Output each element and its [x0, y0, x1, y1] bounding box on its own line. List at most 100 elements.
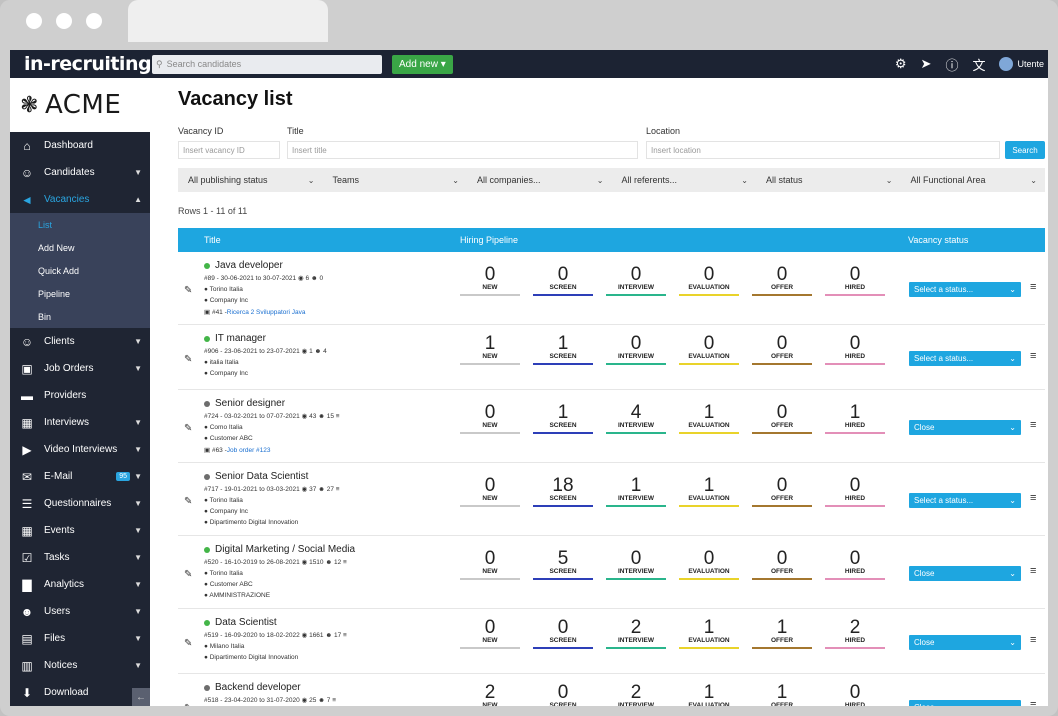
vacancy-title[interactable]: Backend developer — [204, 682, 301, 693]
filter-dropdown[interactable]: All Functional Area ⌄ — [901, 168, 1046, 192]
sidebar-item-dashboard[interactable]: ⌂ Dashboard — [10, 132, 150, 159]
pipeline-stage[interactable]: 0 NEW — [460, 548, 520, 580]
pencil-icon[interactable]: ✎ — [184, 703, 192, 707]
info-icon[interactable]: ⓘ — [945, 57, 959, 73]
translate-icon[interactable]: 文 — [972, 57, 986, 73]
gear-icon[interactable]: ⚙ — [894, 56, 907, 71]
sidebar-item-providers[interactable]: ▬ Providers — [10, 382, 150, 409]
hamburger-menu-icon[interactable]: ≡ — [1030, 633, 1037, 646]
title-input[interactable]: Insert title — [287, 141, 638, 159]
pipeline-stage[interactable]: 0 NEW — [460, 475, 520, 507]
pencil-icon[interactable]: ✎ — [184, 422, 193, 434]
status-select[interactable]: Select a status... ⌄ — [909, 350, 1021, 366]
filter-dropdown[interactable]: All publishing status ⌄ — [178, 168, 323, 192]
window-dot[interactable] — [56, 13, 72, 29]
filter-dropdown[interactable]: All status ⌄ — [756, 168, 901, 192]
pipeline-stage[interactable]: 0 OFFER — [752, 402, 812, 434]
job-order-link[interactable]: ▣ #63 -Job order #123 — [204, 446, 271, 454]
pipeline-stage[interactable]: 0 SCREEN — [533, 617, 593, 649]
collapse-sidebar-icon[interactable]: ← — [132, 688, 150, 706]
pipeline-stage[interactable]: 2 HIRED — [825, 617, 885, 649]
col-title[interactable]: Title — [204, 235, 221, 245]
status-select[interactable]: Close ⌄ — [909, 419, 1021, 435]
pipeline-stage[interactable]: 0 INTERVIEW — [606, 264, 666, 296]
search-button[interactable]: Search — [1005, 141, 1045, 159]
location-input[interactable]: Insert location — [646, 141, 1000, 159]
pipeline-stage[interactable]: 1 OFFER — [752, 682, 812, 706]
sidebar-subitem[interactable]: List — [38, 219, 53, 230]
filter-dropdown[interactable]: All companies... ⌄ — [467, 168, 612, 192]
pipeline-stage[interactable]: 0 NEW — [460, 617, 520, 649]
pipeline-stage[interactable]: 0 HIRED — [825, 475, 885, 507]
vacancy-title[interactable]: Data Scientist — [204, 617, 277, 628]
app-logo[interactable]: in-recruiting — [24, 53, 152, 75]
pipeline-stage[interactable]: 2 INTERVIEW — [606, 617, 666, 649]
sidebar-item-video-interviews[interactable]: ▶ Video Interviews ▼ — [10, 436, 150, 463]
pipeline-stage[interactable]: 1 EVALUATION — [679, 402, 739, 434]
filter-dropdown[interactable]: All referents... ⌄ — [612, 168, 757, 192]
window-dot[interactable] — [26, 13, 42, 29]
vacancy-title[interactable]: IT manager — [204, 333, 266, 344]
sidebar-item-job-orders[interactable]: ▣ Job Orders ▼ — [10, 355, 150, 382]
pipeline-stage[interactable]: 1 SCREEN — [533, 333, 593, 365]
pipeline-stage[interactable]: 18 SCREEN — [533, 475, 593, 507]
hamburger-menu-icon[interactable]: ≡ — [1030, 418, 1037, 431]
pipeline-stage[interactable]: 1 SCREEN — [533, 402, 593, 434]
brand-logo[interactable]: ❃ ACME — [10, 78, 150, 132]
pipeline-stage[interactable]: 0 EVALUATION — [679, 548, 739, 580]
pipeline-stage[interactable]: 2 INTERVIEW — [606, 682, 666, 706]
window-dot[interactable] — [86, 13, 102, 29]
hamburger-menu-icon[interactable]: ≡ — [1030, 491, 1037, 504]
pipeline-stage[interactable]: 4 INTERVIEW — [606, 402, 666, 434]
status-select[interactable]: Close ⌄ — [909, 634, 1021, 650]
sidebar-subitem[interactable]: Quick Add — [38, 265, 80, 276]
sidebar-subitem[interactable]: Bin — [38, 311, 52, 322]
vacancy-title[interactable]: Senior Data Scientist — [204, 471, 308, 482]
filter-dropdown[interactable]: Teams ⌄ — [323, 168, 468, 192]
vacancy-title[interactable]: Java developer — [204, 260, 283, 271]
pipeline-stage[interactable]: 0 SCREEN — [533, 264, 593, 296]
status-select[interactable]: Select a status... ⌄ — [909, 492, 1021, 508]
pencil-icon[interactable]: ✎ — [184, 495, 193, 507]
sidebar-item-e-mail[interactable]: ✉ E-Mail 95 ▼ — [10, 463, 150, 490]
pencil-icon[interactable]: ✎ — [184, 568, 193, 580]
sidebar-item-tasks[interactable]: ☑ Tasks ▼ — [10, 544, 150, 571]
pipeline-stage[interactable]: 0 NEW — [460, 402, 520, 434]
sidebar-item-analytics[interactable]: ▇ Analytics ▼ — [10, 571, 150, 598]
hamburger-menu-icon[interactable]: ≡ — [1030, 564, 1037, 577]
sidebar-item-download[interactable]: ⬇ Download — [10, 679, 150, 706]
pipeline-stage[interactable]: 0 HIRED — [825, 264, 885, 296]
pipeline-stage[interactable]: 1 EVALUATION — [679, 682, 739, 706]
pencil-icon[interactable]: ✎ — [184, 284, 193, 296]
sidebar-item-vacancies[interactable]: ◄ Vacancies ▲ — [10, 186, 150, 213]
pipeline-stage[interactable]: 0 INTERVIEW — [606, 548, 666, 580]
vacancy-title[interactable]: Digital Marketing / Social Media — [204, 544, 355, 555]
job-order-link[interactable]: ▣ #41 -Ricerca 2 Sviluppatori Java — [204, 308, 306, 316]
pipeline-stage[interactable]: 0 NEW — [460, 264, 520, 296]
sidebar-item-users[interactable]: ☻ Users ▼ — [10, 598, 150, 625]
vacancy-title[interactable]: Senior designer — [204, 398, 285, 409]
pipeline-stage[interactable]: 2 NEW — [460, 682, 520, 706]
pipeline-stage[interactable]: 0 INTERVIEW — [606, 333, 666, 365]
pipeline-stage[interactable]: 0 EVALUATION — [679, 264, 739, 296]
vacancy-id-input[interactable]: Insert vacancy ID — [178, 141, 280, 159]
pipeline-stage[interactable]: 0 HIRED — [825, 682, 885, 706]
pipeline-stage[interactable]: 0 HIRED — [825, 333, 885, 365]
pipeline-stage[interactable]: 0 HIRED — [825, 548, 885, 580]
pipeline-stage[interactable]: 1 NEW — [460, 333, 520, 365]
status-select[interactable]: Select a status... ⌄ — [909, 281, 1021, 297]
add-new-button[interactable]: Add new ▾ — [392, 54, 453, 74]
sidebar-item-events[interactable]: ▦ Events ▼ — [10, 517, 150, 544]
pipeline-stage[interactable]: 0 OFFER — [752, 333, 812, 365]
sidebar-item-files[interactable]: ▤ Files ▼ — [10, 625, 150, 652]
sidebar-item-questionnaires[interactable]: ☰ Questionnaires ▼ — [10, 490, 150, 517]
pipeline-stage[interactable]: 0 OFFER — [752, 548, 812, 580]
sidebar-item-interviews[interactable]: ▦ Interviews ▼ — [10, 409, 150, 436]
pencil-icon[interactable]: ✎ — [184, 353, 193, 365]
sidebar-item-notices[interactable]: ▥ Notices ▼ — [10, 652, 150, 679]
pipeline-stage[interactable]: 1 OFFER — [752, 617, 812, 649]
pipeline-stage[interactable]: 0 EVALUATION — [679, 333, 739, 365]
status-select[interactable]: Close ⌄ — [909, 565, 1021, 581]
hamburger-menu-icon[interactable]: ≡ — [1030, 698, 1037, 707]
pipeline-stage[interactable]: 0 OFFER — [752, 264, 812, 296]
